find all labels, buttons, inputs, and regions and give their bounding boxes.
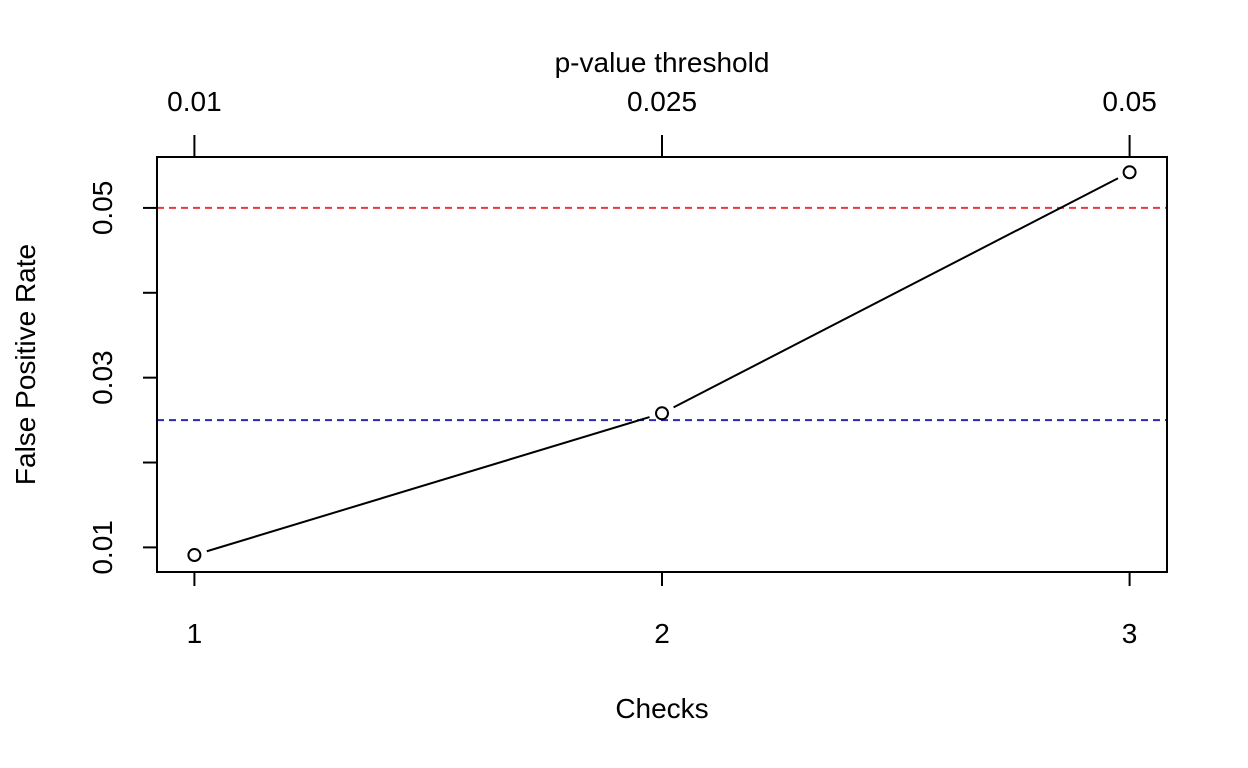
series-layer [187,165,1137,563]
top-tick-label: 0.01 [167,86,222,117]
data-point [1122,165,1137,180]
y-tick-label: 0.01 [87,520,118,575]
y-axis-title: False Positive Rate [10,244,41,485]
series-segment [673,177,1119,409]
data-point [187,548,202,563]
y-tick-label: 0.05 [87,181,118,236]
series-segment [206,416,650,553]
bottom-axis: 1 2 3 [187,572,1138,649]
top-tick-label: 0.025 [627,86,697,117]
top-tick-label: 0.05 [1102,86,1157,117]
x-tick-label: 3 [1122,618,1138,649]
x-tick-label: 2 [654,618,670,649]
y-tick-label: 0.03 [87,350,118,405]
top-axis: 0.01 0.025 0.05 [167,86,1157,157]
x-tick-label: 1 [187,618,203,649]
x-axis-title: Checks [615,693,708,724]
left-axis: 0.01 0.03 0.05 [87,181,157,575]
top-axis-title: p-value threshold [555,47,770,78]
data-point [655,406,669,421]
plot-frame [156,156,1168,573]
reference-lines [157,206,1167,422]
